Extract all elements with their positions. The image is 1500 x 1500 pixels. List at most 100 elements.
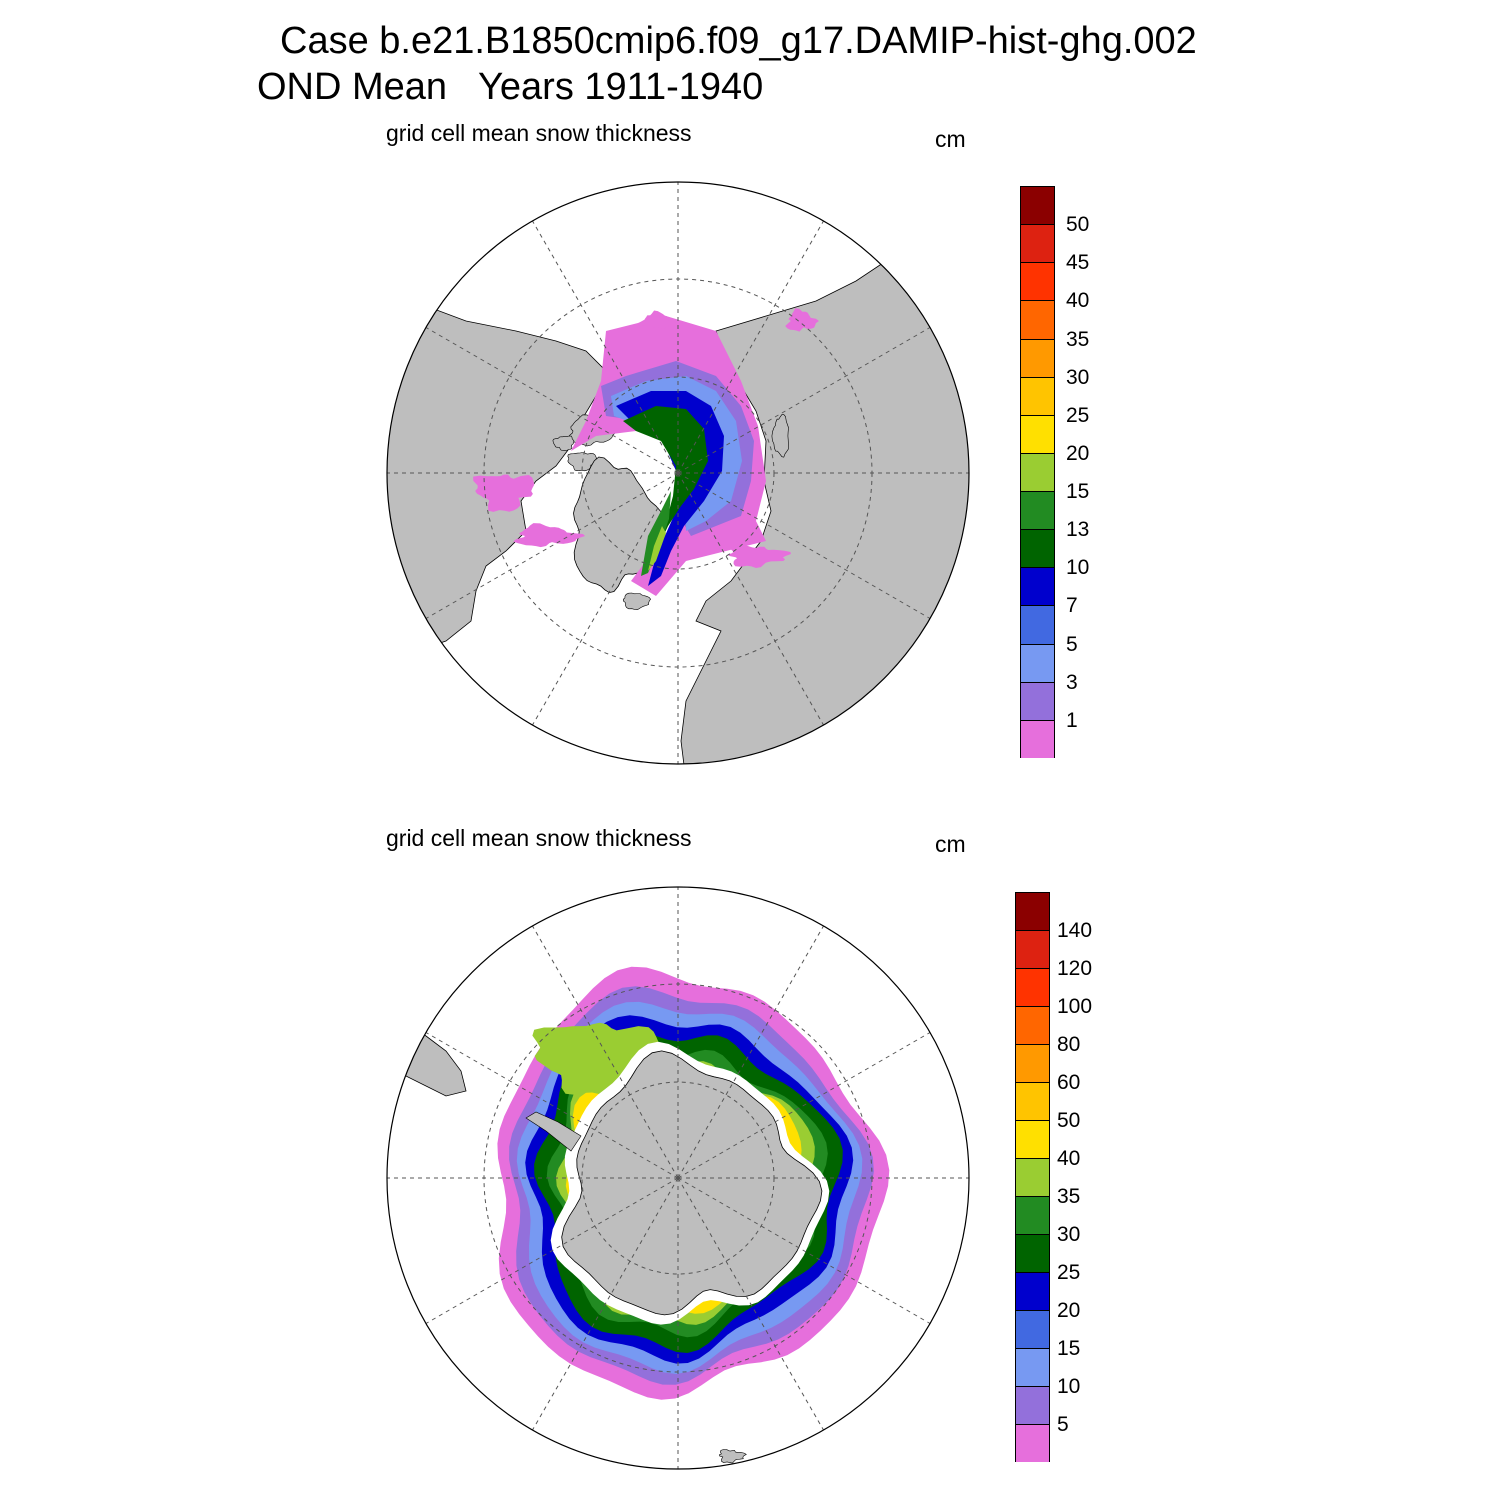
- colorbar-swatch: [1020, 529, 1055, 568]
- colorbar-tick-label: 5: [1066, 632, 1078, 656]
- snow-thickness-contour: [473, 474, 535, 512]
- snow-thickness-contour: [785, 308, 819, 332]
- meridian-line: [677, 1032, 931, 1179]
- south-colorbar: 5 10 15 20 25 30 35 40 50 60 80 100 120 140: [1015, 892, 1092, 1462]
- colorbar-tick-label: 35: [1057, 1185, 1081, 1208]
- colorbar-swatch: [1020, 643, 1055, 682]
- graticule: [387, 887, 969, 1469]
- colorbar-swatch: [1015, 1082, 1050, 1120]
- meridian-line: [425, 472, 679, 619]
- colorbar-swatch: [1020, 338, 1055, 377]
- colorbar-tick-label: 13: [1066, 518, 1090, 542]
- colorbar-swatch: [1020, 376, 1055, 415]
- colorbar-swatch: [1020, 224, 1055, 263]
- antarctic-map: [386, 886, 970, 1470]
- colorbar-tick-label: 40: [1057, 1147, 1081, 1170]
- meridian-line: [677, 925, 824, 1179]
- colorbar-tick-label: 120: [1057, 957, 1093, 980]
- colorbar-swatch: [1020, 262, 1055, 301]
- colorbar-swatch: [1015, 968, 1050, 1006]
- colorbar-swatch: [1015, 1424, 1050, 1462]
- colorbar-swatch: [1015, 930, 1050, 968]
- colorbar-tick-label: 5: [1057, 1413, 1069, 1436]
- colorbar-swatch: [1020, 719, 1055, 758]
- colorbar-tick-label: 40: [1066, 289, 1090, 313]
- colorbar-swatch: [1020, 300, 1055, 339]
- meridian-line: [677, 472, 931, 619]
- novaya-zemlya: [771, 414, 789, 458]
- arctic-island: [567, 452, 597, 472]
- colorbar-tick-label: 20: [1066, 441, 1090, 465]
- north-colorbar: 1 3 5 7 10 13 15 20 25 30 35 40 45 50: [1020, 186, 1089, 758]
- colorbar-tick-label: 10: [1066, 556, 1090, 580]
- colorbar-swatch: [1020, 681, 1055, 720]
- meridian-line: [677, 1177, 824, 1431]
- iceland: [623, 592, 651, 611]
- snow-thickness-contour: [648, 526, 666, 571]
- snow-thickness-contour: [641, 491, 671, 576]
- colorbar-swatch: [1015, 1044, 1050, 1082]
- meridian-line: [532, 220, 679, 474]
- meridian-line: [425, 1032, 679, 1179]
- colorbar-tick-label: 10: [1057, 1375, 1081, 1398]
- snow-thickness-contour: [513, 523, 586, 548]
- arctic-map: [386, 181, 970, 765]
- map-boundary: [386, 886, 970, 1470]
- antarctic-peninsula: [525, 1111, 582, 1152]
- meridian-line: [532, 925, 679, 1179]
- greenland: [573, 456, 664, 594]
- colorbar-tick-label: 15: [1066, 480, 1090, 504]
- colorbar-swatch: [1015, 1158, 1050, 1196]
- south-panel-label: grid cell mean snow thickness: [386, 825, 692, 851]
- graticule: [387, 182, 969, 764]
- colorbar-swatch: [1020, 491, 1055, 530]
- snow-thickness-contour: [637, 310, 672, 330]
- arctic-island: [552, 435, 575, 451]
- snow-thickness-contour: [727, 545, 791, 568]
- colorbar-swatch: [1015, 1386, 1050, 1424]
- meridian-line: [677, 220, 824, 474]
- colorbar-tick-label: 3: [1066, 670, 1078, 694]
- meridian-line: [677, 1177, 931, 1324]
- colorbar-swatch: [1015, 1348, 1050, 1386]
- colorbar-swatch: [1020, 186, 1055, 225]
- colorbar-tick-label: 140: [1057, 919, 1093, 942]
- colorbar-swatch: [1020, 567, 1055, 606]
- colorbar-tick-label: 25: [1066, 403, 1090, 427]
- colorbar-tick-label: 60: [1057, 1071, 1081, 1094]
- colorbar-swatch: [1020, 414, 1055, 453]
- colorbar-swatch: [1020, 452, 1055, 492]
- colorbar-tick-label: 30: [1057, 1223, 1081, 1246]
- colorbar-tick-label: 50: [1066, 213, 1090, 237]
- colorbar-tick-label: 1: [1066, 708, 1078, 732]
- colorbar-tick-label: 20: [1057, 1299, 1081, 1322]
- meridian-line: [425, 327, 679, 474]
- meridian-line: [532, 472, 679, 726]
- island: [718, 1449, 747, 1464]
- plot-title: Case b.e21.B1850cmip6.f09_g17.DAMIP-hist…: [280, 20, 1197, 62]
- south-panel-unit: cm: [935, 831, 966, 857]
- colorbar-swatch: [1015, 1272, 1050, 1310]
- colorbar-tick-label: 50: [1057, 1109, 1081, 1132]
- meridian-line: [532, 1177, 679, 1431]
- colorbar-swatch: [1015, 892, 1050, 930]
- colorbar-tick-label: 25: [1057, 1261, 1081, 1284]
- colorbar-swatch: [1015, 1120, 1050, 1158]
- colorbar-tick-label: 7: [1066, 594, 1078, 618]
- colorbar-tick-label: 15: [1057, 1337, 1081, 1360]
- colorbar-swatch: [1015, 1196, 1050, 1234]
- colorbar-swatch: [1020, 605, 1055, 644]
- plot-subtitle: OND Mean Years 1911-1940: [257, 66, 764, 108]
- colorbar-swatch: [1015, 1310, 1050, 1348]
- colorbar-tick-label: 30: [1066, 365, 1090, 389]
- colorbar-swatch: [1015, 1234, 1050, 1272]
- colorbar-tick-label: 80: [1057, 1033, 1081, 1056]
- north-panel-label: grid cell mean snow thickness: [386, 120, 692, 146]
- colorbar-tick-label: 45: [1066, 251, 1090, 275]
- meridian-line: [677, 472, 824, 726]
- colorbar-swatch: [1015, 1006, 1050, 1044]
- snow-thickness-contour: [623, 406, 708, 541]
- north-panel-unit: cm: [935, 126, 966, 152]
- meridian-line: [425, 1177, 679, 1324]
- map-boundary: [386, 181, 970, 765]
